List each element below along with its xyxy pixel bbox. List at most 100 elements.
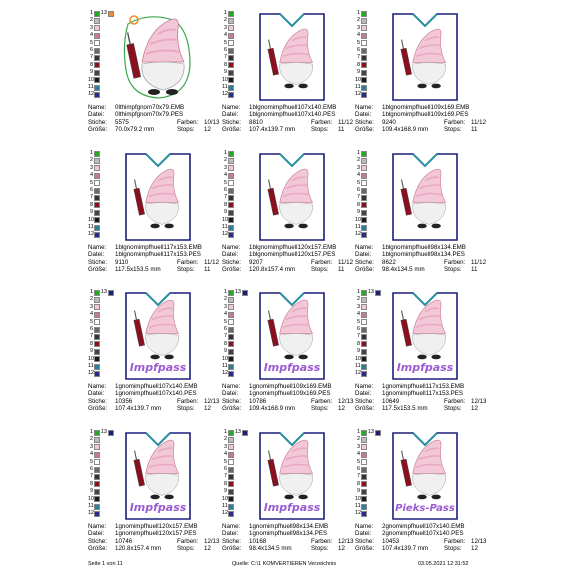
swatch-row: 3 xyxy=(355,165,367,172)
field-label: Farben: xyxy=(444,397,466,405)
syringe xyxy=(400,318,412,347)
swatch-number: 11 xyxy=(355,223,361,230)
field-label: Größe: xyxy=(222,404,242,412)
swatch xyxy=(228,474,234,481)
swatch-row: 10 xyxy=(222,496,248,503)
syringe xyxy=(400,458,412,487)
swatch-row: 2 xyxy=(88,436,114,444)
swatch xyxy=(361,363,367,370)
swatch-row: 1 13 xyxy=(222,289,248,296)
info: Name: 0lthimpfgnom70x79.EMB Datei: 0lthimpf… xyxy=(88,104,221,133)
swatch-row: 1 13 xyxy=(355,289,381,296)
swatch-row: 9 xyxy=(355,348,381,355)
swatch-number: 11 xyxy=(222,223,228,230)
field-value: 12 xyxy=(204,404,211,412)
gnome xyxy=(400,439,446,500)
swatch-number: 7 xyxy=(223,194,227,201)
field-value: 11 xyxy=(471,265,478,273)
swatch xyxy=(361,18,367,25)
swatch-number: 5 xyxy=(223,39,227,46)
swatch-row: 9 xyxy=(222,348,248,355)
field-value: 70.0x79.2 mm xyxy=(115,125,155,133)
swatch xyxy=(375,429,381,436)
swatch-row: 11 xyxy=(88,224,100,231)
swatch-number: 2 xyxy=(356,157,360,164)
swatch-row: 4 xyxy=(355,311,381,318)
swatch xyxy=(94,209,100,216)
info-row: Größe: 117.5x153.5 mm Stops: 11 xyxy=(88,266,221,273)
swatch xyxy=(228,69,234,76)
badge: Impfpass xyxy=(264,501,321,514)
swatch xyxy=(361,459,367,466)
swatch-row: 7 xyxy=(355,54,367,62)
swatch-number: 9 xyxy=(89,209,93,216)
foot-left xyxy=(150,494,160,500)
swatch-row: 1 xyxy=(222,10,234,17)
field-label: Datei: xyxy=(222,530,239,538)
swatch xyxy=(361,202,367,209)
swatch-number: 9 xyxy=(89,348,93,355)
swatch-number: 10 xyxy=(355,76,362,83)
field-value: 9207 xyxy=(249,258,263,266)
field-value: 9110 xyxy=(115,258,129,266)
swatch xyxy=(94,231,100,238)
field-label: Stops: xyxy=(311,265,329,273)
pocket-notch xyxy=(412,13,438,28)
swatch-number: 10 xyxy=(88,495,95,502)
cell: 1 2 3 4 5 6 7 8 9 10 11 12 Name: 1blgnomimpfhuell120x… xyxy=(222,148,355,288)
swatch-row: 6 xyxy=(222,466,248,473)
swatch xyxy=(361,356,367,363)
field-value: 1gnomimpfhuell107x140.EMB xyxy=(115,383,198,390)
swatch-row: 10 xyxy=(355,496,381,503)
needle xyxy=(268,310,272,320)
swatch-row: 5 xyxy=(222,319,248,326)
swatch xyxy=(94,481,100,488)
swatch-number: 2 xyxy=(89,296,93,303)
field-value: 12 xyxy=(338,544,345,552)
field-label: Stops: xyxy=(177,125,195,133)
field-value: 10786 xyxy=(249,397,267,405)
swatch xyxy=(242,289,248,296)
info-row: Datei: 1blgnomimpfhuell109x169.PES xyxy=(355,111,488,118)
swatch-number: 2 xyxy=(89,436,93,443)
field-value: 1blgnomimpfhuell120x157.EMB xyxy=(249,244,337,251)
thumbnail xyxy=(125,153,191,241)
foot-left xyxy=(284,83,294,89)
field-label: Stiche: xyxy=(222,397,241,405)
swatch-number: 5 xyxy=(89,39,93,46)
swatch-row: 8 xyxy=(88,202,100,209)
foot-left xyxy=(148,89,160,95)
field-label: Name: xyxy=(355,383,374,390)
beard xyxy=(412,62,446,85)
swatch xyxy=(228,466,234,473)
info-row: Name: 0lthimpfgnom70x79.EMB xyxy=(88,104,221,111)
swatch-number: 12 xyxy=(88,510,95,517)
needle xyxy=(401,310,405,320)
swatch-number: 9 xyxy=(223,209,227,216)
info-row: Stiche: 10746 Farben: 12/13 xyxy=(88,538,221,545)
foot-left xyxy=(284,494,294,500)
swatch-row: 12 xyxy=(88,510,114,517)
swatch xyxy=(94,84,100,91)
cell: 1 2 3 4 5 6 7 8 9 10 11 12 Name: 1blgnomimpfhuell117x… xyxy=(88,148,221,288)
info-row: Datei: 1blgnomimpfhuell98x134.PES xyxy=(355,251,488,258)
swatch xyxy=(94,466,100,473)
swatch-row: 4 xyxy=(222,172,234,179)
thumbnail xyxy=(259,13,325,101)
swatch xyxy=(361,289,367,296)
swatch-number: 7 xyxy=(356,194,360,201)
field-label: Datei: xyxy=(355,251,372,259)
field-value: 2gnomimpfhuell107x140.EMB xyxy=(382,523,465,530)
field-label: Datei: xyxy=(88,251,105,259)
field-value: 120.8x157.4 mm xyxy=(249,265,296,273)
swatch-number: 11 xyxy=(88,83,94,90)
swatch-list: 1 13 2 3 4 5 6 7 8 9 10 11 12 xyxy=(88,429,114,518)
swatch xyxy=(361,474,367,481)
info-row: Stiche: 8622 Farben: 11/12 xyxy=(355,259,488,266)
field-value: 12 xyxy=(204,125,211,133)
swatch-row: 11 xyxy=(88,363,114,370)
field-value: 109.4x168.9 mm xyxy=(249,404,296,412)
pocket-notch xyxy=(412,432,438,447)
swatch-number: 3 xyxy=(356,303,360,310)
field-label: Farben: xyxy=(177,118,199,126)
